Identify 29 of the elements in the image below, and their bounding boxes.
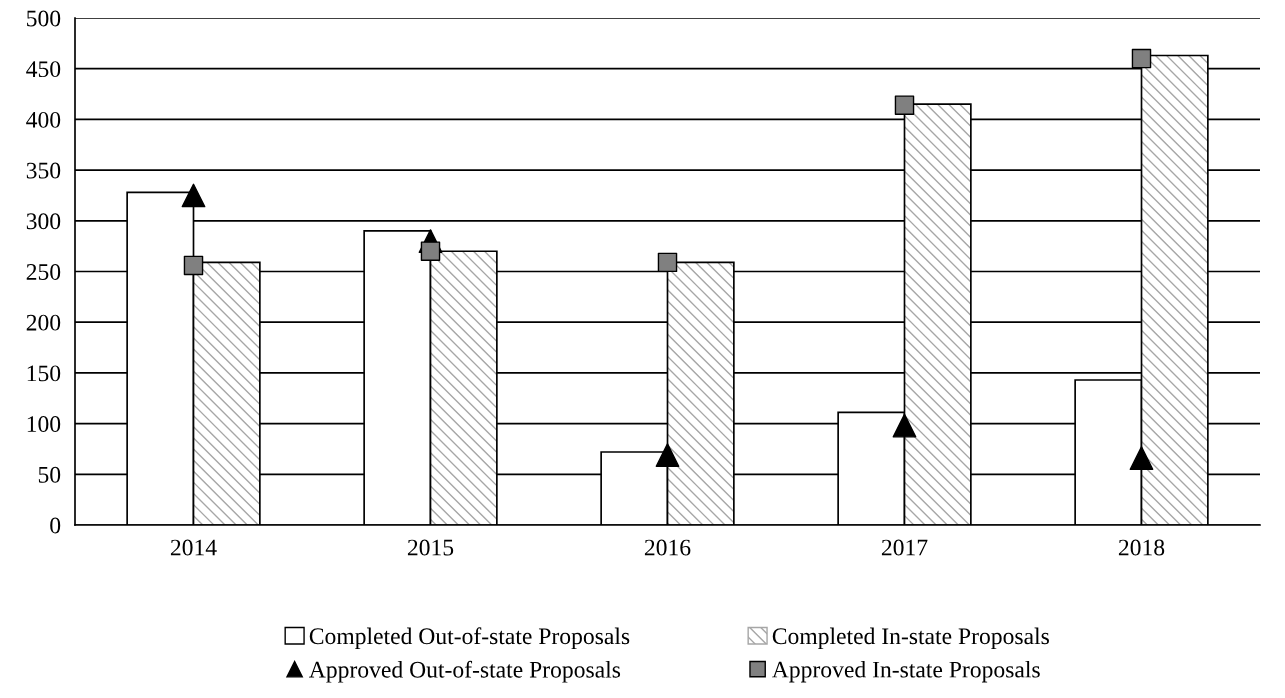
legend-label: Approved In-state Proposals — [772, 660, 1040, 683]
y-tick-label: 100 — [27, 416, 61, 433]
y-tick-label: 250 — [26, 263, 61, 280]
point — [183, 255, 204, 276]
y-tick-label: 200 — [26, 314, 61, 331]
point — [894, 95, 915, 115]
y-tick-label: 300 — [26, 213, 61, 230]
y-tick-label: 350 — [26, 162, 61, 179]
x-tick-label: 2018 — [1118, 539, 1165, 556]
x-tick-label: 2017 — [881, 539, 928, 556]
x-tick-label: 2015 — [407, 539, 454, 556]
y-tick-label: 400 — [26, 111, 61, 128]
legend-label: Approved Out-of-state Proposals — [309, 660, 621, 683]
x-tick-label: 2014 — [170, 539, 217, 556]
y-tick-label: 450 — [26, 61, 61, 78]
y-tick-label: 150 — [27, 365, 61, 382]
point — [1129, 446, 1154, 470]
x-tick-label: 2016 — [644, 539, 691, 556]
legend-label: Completed In-state Proposals — [772, 627, 1049, 650]
point — [420, 241, 441, 261]
point — [181, 183, 206, 208]
y-tick-label: 0 — [50, 517, 61, 534]
legend-label: Completed Out-of-state Proposals — [309, 627, 630, 650]
y-tick-label: 500 — [27, 10, 61, 27]
point — [655, 443, 680, 467]
point — [1131, 48, 1152, 69]
y-tick-label: 50 — [38, 466, 61, 483]
point — [657, 252, 678, 273]
point — [892, 413, 917, 438]
